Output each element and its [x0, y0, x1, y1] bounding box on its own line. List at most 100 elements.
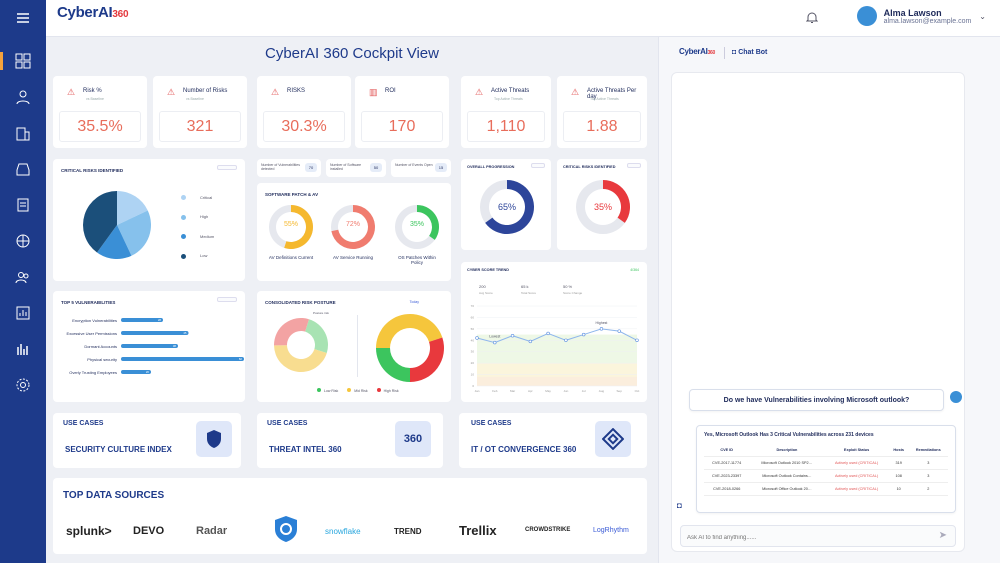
- chevron-down-icon[interactable]: ⌄: [979, 11, 986, 21]
- cve-table: CVE ID Description Exploit Status Hosts …: [704, 444, 948, 496]
- cell: CVE-2023-23397: [704, 469, 750, 483]
- kpi-card-risks[interactable]: ⚠ RISKS 30.3%: [257, 76, 351, 148]
- cell: 2: [908, 482, 948, 496]
- legend-label: Mid Risk: [354, 389, 368, 393]
- bar: [121, 357, 244, 361]
- card-title: TOP DATA SOURCES: [63, 490, 165, 501]
- card-title: CONSOLIDATED RISK POSTURE: [265, 300, 336, 305]
- kpi-value: 1.88: [563, 111, 641, 142]
- col-header: Exploit Status: [824, 444, 889, 457]
- table-row[interactable]: CVE-2023-23397 Microsoft Outlook Contains…: [704, 469, 948, 483]
- logo[interactable]: CyberAI360: [57, 4, 129, 21]
- user-menu[interactable]: Alma Lawson alma.lawson@example.com ⌄: [856, 6, 986, 26]
- bar-chart-icon[interactable]: [13, 339, 33, 359]
- kpi-value: 35.5%: [59, 111, 141, 142]
- patch-pct: 55%: [284, 221, 298, 228]
- bar-label: Encryption Vulnerabilities: [72, 318, 117, 323]
- avatar[interactable]: [856, 6, 877, 26]
- vuln-count-label: Number of Software installed: [330, 163, 362, 171]
- use-case-name: THREAT INTEL 360: [269, 445, 342, 454]
- bot-icon: ◘: [732, 49, 739, 56]
- stat-value: 50 %: [563, 284, 573, 289]
- use-case-it-ot[interactable]: USE CASES IT / OT CONVERGENCE 360: [459, 413, 647, 468]
- legend-label: Critical: [200, 195, 213, 200]
- bar-label: Excessive User Permissions: [67, 331, 117, 336]
- kpi-label: Active Threats: [491, 88, 530, 94]
- pie-legend: Critical High Medium Low: [181, 195, 214, 273]
- warning-icon: ⚠: [475, 87, 484, 97]
- tab-today[interactable]: Today: [409, 300, 419, 304]
- x-tick: May: [545, 389, 551, 393]
- bar: [121, 331, 189, 335]
- chat-bot-tab[interactable]: ◘ Chat Bot: [732, 49, 767, 56]
- globe-icon[interactable]: [13, 231, 33, 251]
- donut-fill: [603, 180, 630, 223]
- report-icon[interactable]: [13, 195, 33, 215]
- data-point: [599, 327, 604, 331]
- logrhythm-logo: LogRhythm: [593, 527, 629, 534]
- col-header: Hosts: [888, 444, 909, 457]
- table-row[interactable]: CVE-2017-11774 Microsoft Outlook 2010 SP2…: [704, 456, 948, 470]
- cell: 10: [888, 482, 909, 496]
- inbox-icon[interactable]: [13, 159, 33, 179]
- legend-label: Low: [200, 253, 208, 259]
- data-point: [510, 334, 515, 338]
- user-icon[interactable]: [13, 87, 33, 107]
- period-dropdown[interactable]: [217, 165, 237, 170]
- y-tick: 10: [471, 373, 475, 377]
- warning-icon: ⚠: [271, 87, 280, 97]
- building-icon[interactable]: [13, 123, 33, 143]
- kpi-label: Risk %: [83, 88, 102, 94]
- analytics-icon[interactable]: [13, 303, 33, 323]
- stat-label: Total Score: [521, 291, 537, 295]
- data-point: [493, 340, 497, 345]
- kpi-value: 30.3%: [263, 111, 345, 142]
- card-title: CRITICAL RISKS IDENTIFIED: [563, 165, 616, 169]
- use-case-threat-intel[interactable]: USE CASES THREAT INTEL 360 360: [257, 413, 443, 468]
- x-tick: Jul: [582, 389, 586, 393]
- warning-icon: ⚠: [167, 87, 176, 97]
- software-patch-card: SOFTWARE PATCH & AV 55% 72% 35% AV Defin…: [257, 183, 451, 281]
- period-dropdown[interactable]: [627, 163, 641, 168]
- period-dropdown[interactable]: [531, 163, 545, 168]
- use-case-security-culture[interactable]: USE CASES SECURITY CULTURE INDEX: [53, 413, 241, 468]
- pie-slice: [97, 225, 132, 259]
- kpi-card-active-threats-day[interactable]: ⚠ Active Threats Per day Top Active Thre…: [557, 76, 647, 148]
- critical-risks-card: CRITICAL RISKS IDENTIFIED Critical High Me…: [53, 159, 245, 281]
- chat-bot-label: Chat Bot: [738, 49, 768, 56]
- y-tick: 70: [471, 304, 475, 308]
- cell: Actively used (CRITICAL): [824, 469, 889, 483]
- bar: [121, 370, 151, 374]
- vuln-count-value: 50: [370, 163, 382, 172]
- bell-icon[interactable]: [805, 11, 819, 29]
- send-icon[interactable]: ➤: [938, 530, 947, 541]
- table-row[interactable]: CVE-2018-0266 Microsoft Office Outlook 20…: [704, 482, 948, 496]
- chat-input-box[interactable]: ➤: [680, 525, 956, 548]
- kpi-sub: vs Baseline: [86, 97, 104, 101]
- y-tick: 50: [471, 327, 475, 331]
- kpi-card-active-threats[interactable]: ⚠ Active Threats Top Active Threats 1,11…: [461, 76, 551, 148]
- data-point: [581, 332, 586, 337]
- card-title: SOFTWARE PATCH & AV: [265, 192, 319, 197]
- score-line-chart: 0 10 20 30 40 50 60 70 Jan Feb Mar Apr May Jun Jul Aug S…: [471, 304, 640, 393]
- gear-icon[interactable]: [13, 375, 33, 395]
- menu-icon[interactable]: [13, 8, 33, 28]
- patch-label: OS Patches Within Policy: [398, 255, 436, 265]
- period-dropdown[interactable]: [217, 297, 237, 302]
- kpi-card-roi[interactable]: ▥ ROI 170: [355, 76, 449, 148]
- donut-fill: [284, 205, 313, 249]
- lowest-label: Lowest: [489, 335, 500, 339]
- col-header: Description: [749, 444, 825, 457]
- critical-risks-card-2: CRITICAL RISKS IDENTIFIED 35%: [557, 159, 647, 250]
- x-tick: Apr: [528, 389, 533, 393]
- kpi-card-number-risks[interactable]: ⚠ Number of Risks vs Baseline 321: [153, 76, 247, 148]
- kpi-card-risk[interactable]: ⚠ Risk % vs Baseline 35.5%: [53, 76, 147, 148]
- posture-label: Posture risk: [313, 311, 329, 315]
- legend-item: Medium: [181, 234, 214, 240]
- cell: Actively used (CRITICAL): [824, 456, 889, 470]
- dashboard-icon[interactable]: [13, 51, 33, 71]
- chat-input[interactable]: [681, 528, 921, 548]
- card-title: CYBER SCORE TREND: [467, 268, 509, 272]
- people-icon[interactable]: [13, 267, 33, 287]
- page-title: CyberAI 360 Cockpit View: [265, 45, 439, 62]
